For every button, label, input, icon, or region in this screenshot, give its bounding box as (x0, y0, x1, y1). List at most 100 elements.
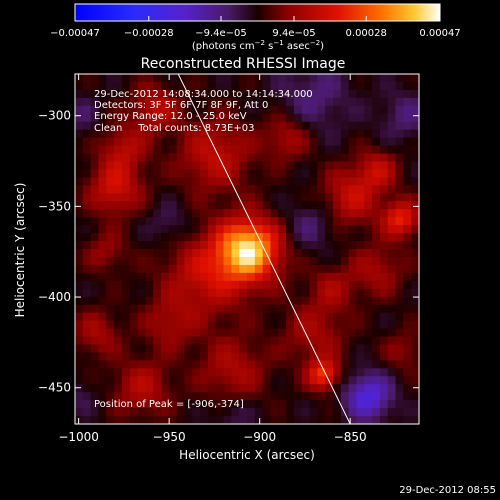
heatmap-cell (340, 328, 350, 338)
heatmap-cell (317, 233, 326, 242)
heatmap-cell (411, 209, 419, 218)
heatmap-cell (348, 264, 358, 274)
heatmap-cell (356, 201, 365, 210)
heatmap-cell (106, 121, 115, 131)
heatmap-cell (168, 217, 178, 226)
heatmap-cell (168, 209, 178, 218)
heatmap-cell (403, 97, 412, 107)
heatmap-cell (239, 352, 248, 361)
heatmap-cell (168, 368, 178, 377)
heatmap-cell (145, 304, 154, 314)
heatmap-cell (379, 376, 389, 385)
heatmap-cell (207, 264, 217, 274)
heatmap-cell (161, 272, 170, 282)
heatmap-cell (75, 185, 84, 194)
heatmap-cell (340, 416, 350, 424)
heatmap-cell (301, 145, 311, 155)
heatmap-cell (231, 352, 240, 361)
heatmap-cell (278, 81, 287, 91)
heatmap-cell (395, 249, 404, 258)
heatmap-cell (403, 74, 412, 83)
heatmap-cell (278, 256, 287, 266)
heatmap-cell (254, 368, 264, 377)
heatmap-cell (340, 193, 350, 202)
heatmap-cell (98, 129, 107, 139)
heatmap-cell (121, 201, 131, 210)
heatmap-cell (106, 296, 115, 306)
heatmap-cell (168, 225, 178, 234)
annotation-block: 29-Dec-2012 14:08:34.000 to 14:14:34.000… (94, 89, 313, 410)
heatmap-cell (90, 177, 100, 186)
heatmap-cell (200, 169, 209, 178)
heatmap-cell (215, 344, 225, 353)
heatmap-cell (121, 392, 131, 401)
heatmap-cell (106, 217, 115, 226)
heatmap-cell (184, 288, 193, 298)
heatmap-cell (372, 296, 381, 306)
heatmap-cell (411, 272, 419, 282)
heatmap-cell (356, 416, 365, 424)
heatmap-cell (372, 249, 381, 258)
heatmap-cell (395, 74, 404, 83)
heatmap-cell (309, 264, 318, 274)
heatmap-cell (340, 344, 350, 353)
heatmap-cell (153, 241, 162, 250)
heatmap-cell (387, 416, 397, 424)
heatmap-cell (309, 249, 318, 258)
heatmap-cell (387, 304, 397, 314)
heatmap-cell (129, 256, 139, 266)
heatmap-cell (200, 145, 209, 155)
heatmap-cell (403, 193, 412, 202)
heatmap-cell (309, 97, 318, 107)
heatmap-cell (387, 201, 397, 210)
heatmap-cell (168, 264, 178, 274)
heatmap-cell (411, 416, 419, 424)
heatmap-cell (137, 201, 146, 210)
heatmap-cell (82, 89, 92, 99)
heatmap-cell (333, 272, 342, 282)
heatmap-cell (340, 296, 350, 306)
heatmap-cell (340, 121, 350, 131)
heatmap-cell (379, 352, 389, 361)
heatmap-cell (114, 352, 123, 361)
heatmap-cell (286, 312, 295, 322)
heatmap-cell (372, 336, 381, 346)
heatmap-cell (247, 145, 256, 155)
heatmap-cell (223, 296, 232, 306)
heatmap-cell (82, 328, 92, 338)
heatmap-cell (364, 272, 373, 282)
heatmap-cell (176, 185, 186, 194)
heatmap-cell (254, 360, 264, 369)
heatmap-cell (317, 304, 326, 314)
heatmap-cell (348, 74, 358, 83)
heatmap-cell (106, 97, 115, 107)
heatmap-cell (286, 336, 295, 346)
heatmap-cell (254, 312, 264, 322)
heatmap-cell (340, 368, 350, 377)
heatmap-cell (309, 193, 318, 202)
heatmap-cell (325, 416, 334, 424)
heatmap-cell (309, 89, 318, 99)
heatmap-cell (364, 185, 373, 194)
heatmap-cell (356, 121, 365, 131)
heatmap-cell (372, 320, 381, 330)
heatmap-cell (340, 312, 350, 322)
heatmap-cell (137, 272, 146, 282)
heatmap-cell (121, 256, 131, 266)
heatmap-cell (98, 272, 107, 282)
heatmap-cell (192, 201, 201, 210)
heatmap-cell (387, 288, 397, 298)
heatmap-cell (340, 129, 350, 139)
heatmap-cell (90, 121, 100, 131)
heatmap-cell (145, 169, 154, 178)
heatmap-cell (176, 384, 186, 393)
heatmap-cell (106, 352, 115, 361)
heatmap-cell (75, 384, 84, 393)
heatmap-cell (286, 392, 295, 401)
heatmap-cell (153, 225, 162, 234)
heatmap-cell (411, 352, 419, 361)
heatmap-cell (200, 161, 209, 171)
heatmap-cell (356, 272, 365, 282)
heatmap-cell (254, 145, 264, 155)
heatmap-cell (207, 416, 217, 424)
